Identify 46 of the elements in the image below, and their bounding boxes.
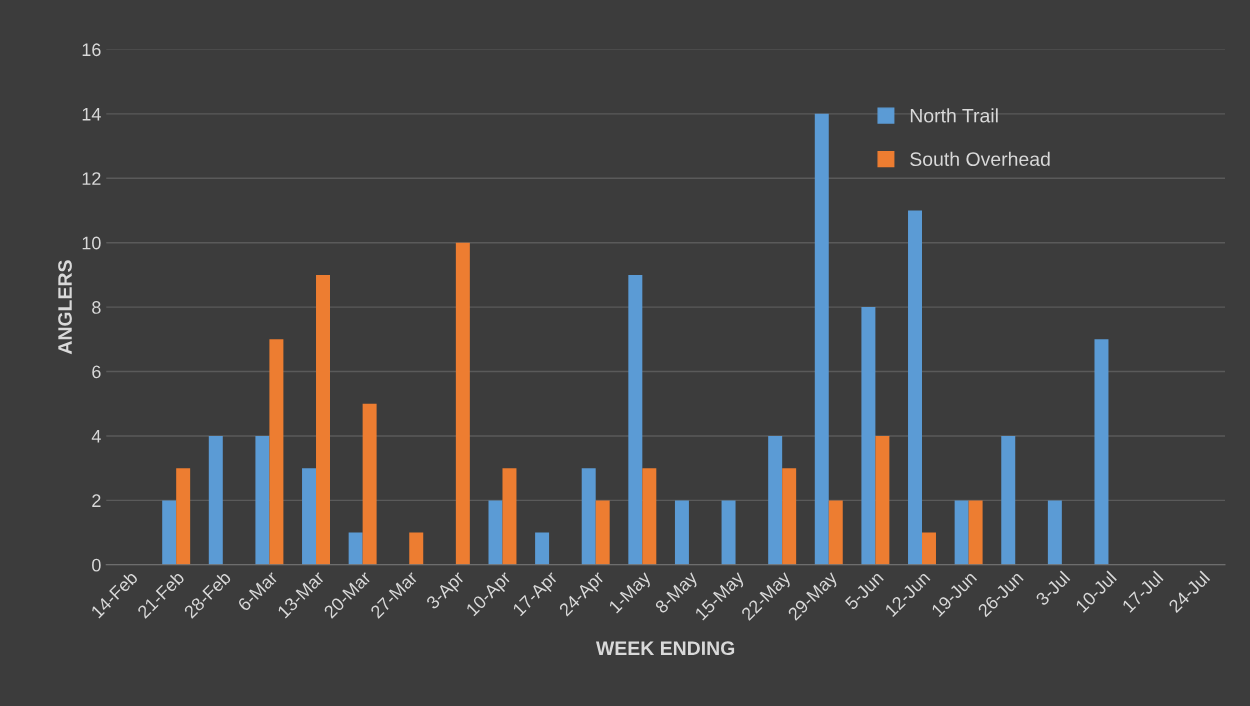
bar [875,435,890,565]
bar [162,500,177,565]
bar [535,532,550,565]
bar [409,532,424,565]
bar [581,468,596,565]
bar [255,435,270,565]
bar [922,532,936,565]
y-tick-label: 6 [92,365,101,379]
y-tick-label: 0 [92,558,101,572]
y-tick-label: 8 [92,301,101,314]
y-tick-label: 12 [82,172,101,185]
bar [968,500,983,565]
bar [455,242,470,565]
bar [721,500,736,565]
x-axis-title: WEEK ENDING [595,641,735,656]
bar [269,339,284,565]
bar [302,468,317,565]
bar [674,500,689,565]
y-axis-title: ANGLERS [58,260,72,355]
bar [954,500,969,565]
y-tick-label: 2 [92,494,101,507]
bar [502,468,517,565]
bar [628,274,643,565]
bar [488,500,503,565]
bar [176,468,191,565]
bar [814,113,829,565]
bar [1094,339,1109,565]
bar [595,500,610,565]
bar [348,532,363,565]
bar [642,468,657,565]
y-tick-label: 4 [91,430,101,443]
bar [208,435,223,565]
legend-label: North Trail [910,108,998,123]
y-tick-label: 10 [82,236,101,250]
bar [1001,435,1016,565]
bar [908,210,923,565]
legend-label: South Overhead [910,151,1050,167]
y-tick-label: 14 [82,107,101,121]
bar [828,500,843,565]
bar [362,403,377,565]
y-tick-label: 16 [82,43,101,57]
bar [1047,500,1062,565]
bar [782,468,797,565]
bar [861,307,876,565]
bar [768,435,783,565]
bar [316,274,330,565]
